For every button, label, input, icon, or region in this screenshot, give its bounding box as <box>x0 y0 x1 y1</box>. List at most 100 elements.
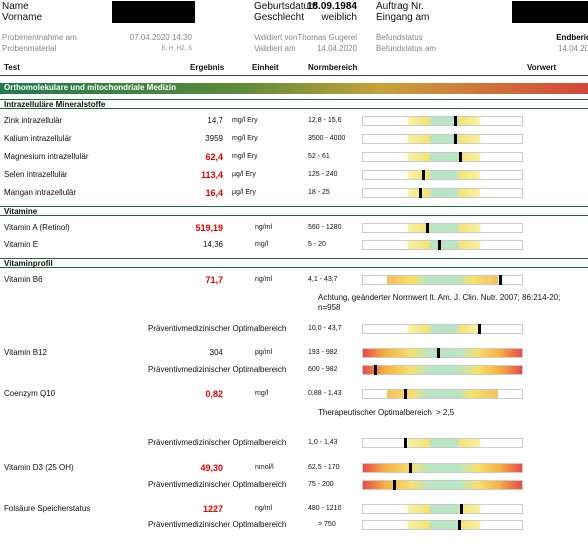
range: 12,8 - 15,6 <box>308 117 342 124</box>
field-value: 14.04.2020 <box>316 44 357 53</box>
field-value: 07.04.2020 14:30 <box>129 33 192 42</box>
result: 71,7 <box>205 275 223 285</box>
field-label: Befundstatus <box>376 33 423 42</box>
unit: µg/l Ery <box>232 189 256 196</box>
sub-label: Präventivmedizinischer Optimalbereich <box>148 365 287 374</box>
note-range: > 2,5 <box>436 408 455 417</box>
column-header: Test <box>4 63 20 72</box>
column-header: Einheit <box>252 63 279 72</box>
sub-label: Präventivmedizinischer Optimalbereich <box>148 438 287 447</box>
result: 304 <box>209 348 223 357</box>
result: 113,4 <box>200 170 223 180</box>
field-value: Endbericht <box>556 33 588 42</box>
gauge <box>362 504 523 514</box>
unit: µg/l Ery <box>232 171 256 178</box>
range: > 750 <box>318 521 336 528</box>
field-label: Vorname <box>2 12 43 23</box>
result: 3959 <box>205 134 223 143</box>
range: 18 - 25 <box>308 189 330 196</box>
gauge-marker <box>374 365 377 375</box>
unit: mg/l <box>255 390 269 397</box>
column-header: Normbereich <box>308 63 358 72</box>
field-value: Thomas Gugerel <box>297 33 357 42</box>
range: 3500 - 4000 <box>308 135 346 142</box>
test-name: Vitamin D3 (25 OH) <box>4 463 74 472</box>
gauge-marker <box>422 170 425 180</box>
gauge-marker <box>460 504 463 514</box>
unit: ng/ml <box>255 224 273 231</box>
gauge-marker <box>426 223 429 233</box>
field-label: Eingang am <box>376 12 430 23</box>
field-label: Probenentnahme am <box>2 33 77 42</box>
gauge-marker <box>458 520 461 530</box>
result: 14,7 <box>207 116 223 125</box>
field-label: Geschlecht <box>254 12 305 23</box>
unit: nmol/l <box>255 464 274 471</box>
unit: ng/ml <box>255 276 273 283</box>
range: 52 - 61 <box>308 153 330 160</box>
result: 14,36 <box>202 240 223 249</box>
gauge <box>362 170 523 180</box>
gauge-marker <box>409 463 412 473</box>
range: 1,0 - 1,43 <box>308 439 338 446</box>
test-name: Magnesium intrazellulär <box>4 152 89 161</box>
unit: ng/ml <box>255 505 273 512</box>
range: 560 - 1280 <box>308 224 342 231</box>
range: 62,5 - 170 <box>308 464 340 471</box>
gauge-marker <box>437 348 440 358</box>
gauge-marker <box>419 188 422 198</box>
field-label: Befundstatus am <box>376 44 437 53</box>
gauge <box>362 480 523 490</box>
gauge <box>362 116 523 126</box>
section-title: Vitamine <box>0 206 588 216</box>
gauge-marker <box>404 438 407 448</box>
gauge <box>362 348 523 358</box>
gauge-marker <box>404 389 407 399</box>
sub-label: Präventivmedizinischer Optimalbereich <box>148 324 287 333</box>
field-label: Probenmaterial <box>2 44 57 53</box>
field-value: 14.04.2020 <box>557 44 588 53</box>
note: Therapeutischer Optimalbereich <box>318 408 432 417</box>
range: 600 - 982 <box>308 366 338 373</box>
test-name: Folsäure Speicherstatus <box>4 504 91 513</box>
field-label: Auftrag Nr. <box>376 1 424 12</box>
field-label: Validiert von <box>254 33 298 42</box>
gauge <box>362 223 523 233</box>
gauge-marker <box>478 324 481 334</box>
gauge <box>362 152 523 162</box>
test-name: Vitamin B12 <box>4 348 47 357</box>
field-value: weiblich <box>321 12 357 23</box>
gauge-marker <box>438 240 441 250</box>
gauge <box>362 134 523 144</box>
test-name: Vitamin E <box>4 240 39 249</box>
gauge-marker <box>454 116 457 126</box>
result: 0,82 <box>205 389 223 399</box>
range: 4,1 - 43,7 <box>308 276 338 283</box>
sub-label: Präventivmedizinischer Optimalbereich <box>148 480 287 489</box>
range: 480 - 1210 <box>308 505 342 512</box>
test-name: Vitamin A (Retinol) <box>4 223 70 232</box>
field-label: Geburtsdatum <box>254 1 318 12</box>
section-title: Intrazelluläre Mineralstoffe <box>0 99 588 109</box>
test-name: Zink intrazellulär <box>4 116 63 125</box>
test-name: Mangan intrazellulär <box>4 188 77 197</box>
range: 75 - 200 <box>308 481 334 488</box>
gauge-marker <box>454 134 457 144</box>
gauge <box>362 365 523 375</box>
test-name: Kalium intrazellulär <box>4 134 72 143</box>
test-name: Coenzym Q10 <box>4 389 56 398</box>
test-name: Vitamin B6 <box>4 275 43 284</box>
field-value: E, H, HZ, S <box>161 46 192 52</box>
result: 1227 <box>202 504 223 514</box>
redaction <box>112 1 195 23</box>
result: 62,4 <box>205 152 223 162</box>
field-label: Name <box>2 1 29 12</box>
gauge-marker <box>499 275 502 285</box>
unit: mg/l Ery <box>232 153 258 160</box>
range: 0,88 - 1,43 <box>308 390 342 397</box>
gauge <box>362 188 523 198</box>
gauge <box>362 438 523 448</box>
gauge <box>362 389 523 399</box>
gauge <box>362 520 523 530</box>
field-label: Validiert am <box>254 44 296 53</box>
